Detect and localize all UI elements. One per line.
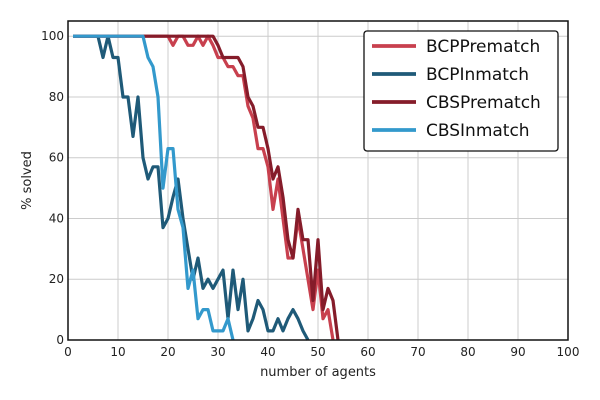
series-line-cbsinmatch	[73, 34, 235, 341]
y-tick-label: 20	[49, 272, 64, 286]
series-line-bcpinmatch	[73, 34, 310, 341]
x-tick-label: 60	[360, 345, 375, 359]
y-axis-label: % solved	[20, 151, 35, 210]
legend-label: BCPInmatch	[426, 65, 529, 85]
x-tick-label: 80	[460, 345, 475, 359]
ticks: 0 10 20 30 40 50 60 70 80 90 100 0 20 40 60 80 100	[41, 29, 579, 359]
x-tick-label: 100	[557, 345, 580, 359]
x-tick-label: 10	[110, 345, 125, 359]
x-tick-label: 70	[410, 345, 425, 359]
series-lines	[73, 34, 340, 341]
plot-frame	[67, 20, 569, 341]
legend: BCPPrematch BCPInmatch CBSPrematch CBSInmat…	[363, 30, 559, 152]
x-tick-label: 20	[160, 345, 175, 359]
x-tick-label: 30	[210, 345, 225, 359]
y-tick-label: 80	[49, 90, 64, 104]
x-axis-label: number of agents	[260, 365, 376, 380]
x-tick-label: 40	[260, 345, 275, 359]
legend-label: BCPPrematch	[426, 37, 540, 57]
x-tick-label: 50	[310, 345, 325, 359]
series-line-cbsprematch	[73, 34, 340, 341]
legend-label: CBSInmatch	[426, 121, 530, 141]
x-tick-label: 90	[510, 345, 525, 359]
y-tick-label: 100	[41, 29, 64, 43]
x-tick-label: 0	[64, 345, 72, 359]
y-tick-label: 60	[49, 151, 64, 165]
legend-label: CBSPrematch	[426, 93, 541, 113]
legend-box	[363, 30, 559, 152]
y-tick-label: 0	[56, 333, 64, 347]
y-tick-label: 40	[49, 211, 64, 225]
